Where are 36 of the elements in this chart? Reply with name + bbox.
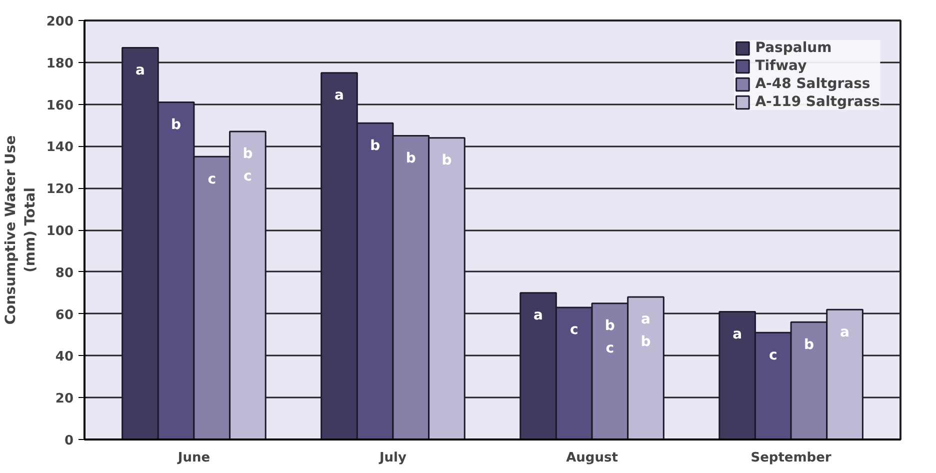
y-tick-label: 100 [46,224,74,239]
y-axis-title: Consumptive Water Use (mm) Total [3,135,38,325]
y-tick-label: 20 [55,392,74,407]
x-tick-label: July [378,450,408,466]
legend-label: A-119 Saltgrass [755,94,880,110]
x-tick-label: June [176,450,210,466]
data-label: a [840,324,850,340]
y-tick-label: 80 [55,266,74,281]
y-tick-label: 0 [64,434,74,448]
x-tick-label: September [750,450,832,466]
data-label: a [732,326,742,342]
y-tick-label: 40 [55,350,74,365]
data-label: c [570,322,578,338]
legend-label: Tifway [755,58,807,74]
data-label: b c [604,318,615,356]
data-label: a [534,308,544,324]
y-tick-label: 180 [46,56,74,72]
y-tick-label: 160 [46,98,74,114]
data-label: c [208,171,216,188]
data-label: a [334,88,344,104]
y-tick-label: 140 [46,140,74,156]
legend-label: A-48 Saltgrass [755,76,870,92]
x-tick-label: August [566,450,618,466]
data-label: b [171,116,182,133]
data-label: b [442,152,452,168]
y-tick-label: 200 [46,14,74,30]
y-tick-label: 120 [46,182,74,198]
data-label: c [768,347,778,364]
data-label: b [370,138,380,154]
data-label: a b [640,312,651,350]
data-label: a [136,62,145,78]
legend-label: Paspalum [755,40,832,56]
data-label: b [406,150,416,166]
y-tick-label: 60 [55,308,74,323]
data-label: b [804,336,814,353]
data-label: b c [242,146,253,185]
